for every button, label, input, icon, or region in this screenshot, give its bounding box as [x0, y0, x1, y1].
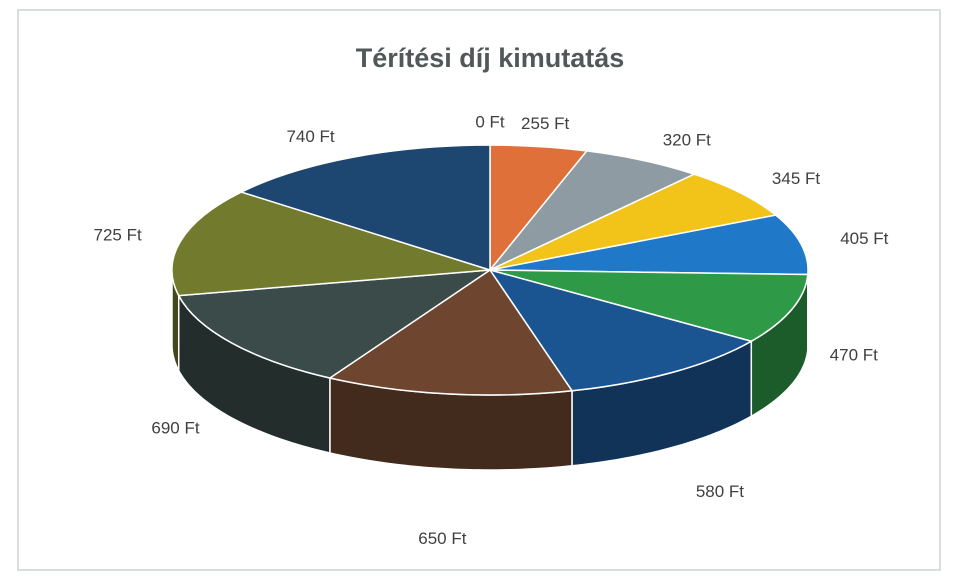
slice	[489, 214, 809, 276]
slice	[489, 150, 697, 271]
data-label: 345 Ft	[772, 169, 820, 188]
slice	[489, 173, 778, 271]
data-label: 650 Ft	[418, 529, 466, 548]
data-label: 0 Ft	[475, 112, 505, 131]
slice	[239, 144, 491, 272]
slice	[171, 191, 491, 297]
data-label: 405 Ft	[840, 229, 888, 248]
slice	[328, 268, 574, 396]
pie-tops	[171, 144, 809, 396]
data-label: 320 Ft	[663, 131, 711, 150]
data-label: 255 Ft	[521, 114, 569, 133]
slice	[177, 269, 493, 379]
data-label: 740 Ft	[286, 127, 334, 146]
data-label: 470 Ft	[830, 345, 878, 364]
chart-title: Térítési díj kimutatás	[356, 43, 625, 73]
chart-border	[17, 9, 941, 571]
pie-walls	[171, 269, 809, 471]
data-label: 580 Ft	[696, 482, 744, 501]
data-label: 690 Ft	[151, 419, 199, 438]
slice	[488, 268, 754, 392]
data-label: 725 Ft	[94, 225, 142, 244]
slice	[489, 269, 809, 343]
